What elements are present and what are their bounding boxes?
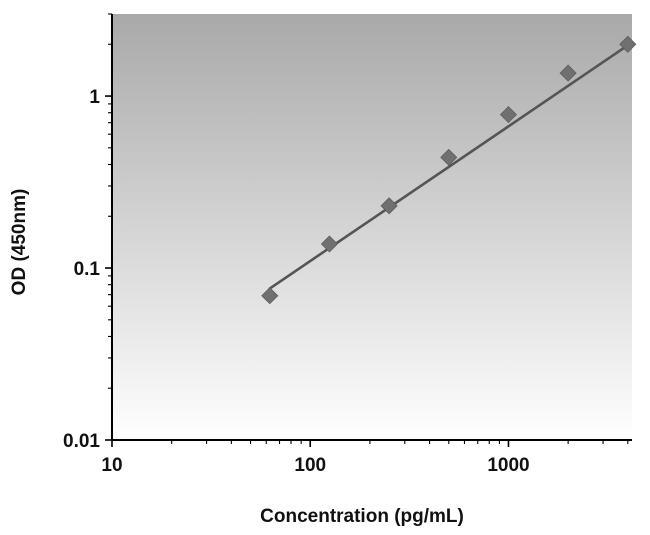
x-tick-label: 10 <box>101 455 122 476</box>
x-tick-label: 1000 <box>487 455 529 476</box>
data-point <box>380 197 398 215</box>
y-tick-label: 0.01 <box>63 431 100 452</box>
y-axis-title: OD (450nm) <box>9 189 30 296</box>
y-ticks-layer: 0.01 0.1 1 <box>63 13 112 452</box>
x-axis-title: Concentration (pg/mL) <box>260 506 464 527</box>
data-point <box>440 148 458 166</box>
y-tick-label: 1 <box>89 87 100 108</box>
data-point <box>261 287 279 305</box>
data-point <box>499 106 518 124</box>
data-point <box>559 64 577 82</box>
x-ticks-layer: 10 100 1000 <box>101 440 629 476</box>
y-tick-label: 0.1 <box>74 259 101 280</box>
data-point <box>619 35 637 53</box>
data-points-layer <box>261 35 637 305</box>
x-tick-label: 100 <box>294 455 326 476</box>
data-point <box>320 235 339 253</box>
plot-area-background <box>112 14 632 440</box>
